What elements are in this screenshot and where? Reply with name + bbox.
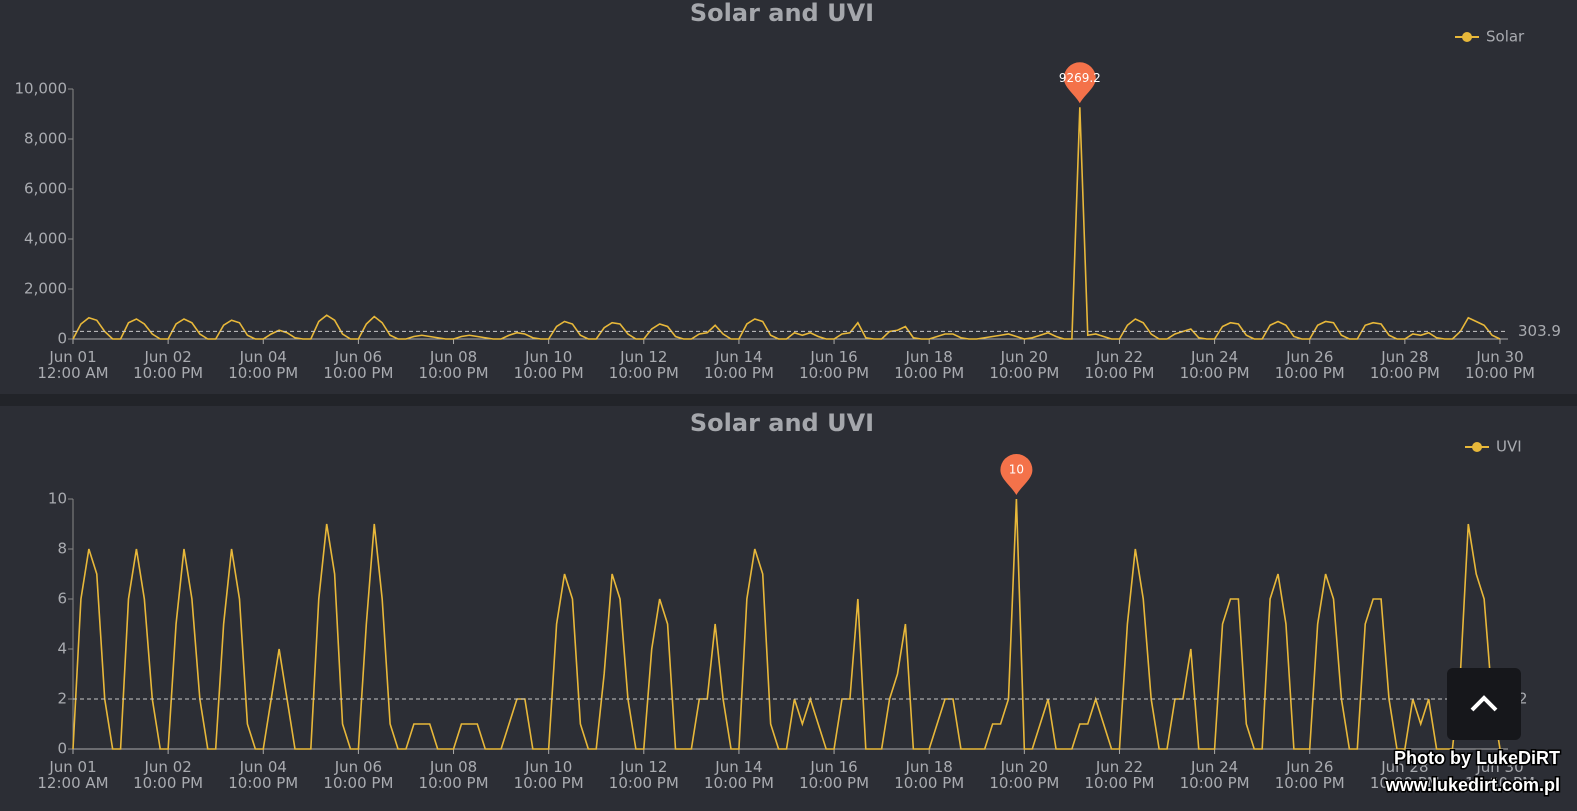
x-tick-label: Jun 18 10:00 PM xyxy=(894,758,964,792)
mean-label: 2 xyxy=(1518,690,1528,708)
x-tick-label: Jun 01 12:00 AM xyxy=(37,348,108,382)
data-line xyxy=(72,107,1501,340)
x-tick-label: Jun 26 10:00 PM xyxy=(1275,348,1345,382)
x-tick-label: Jun 24 10:00 PM xyxy=(1180,758,1250,792)
max-pin-label: 10 xyxy=(1009,463,1024,477)
chart-title: Solar and UVI xyxy=(690,409,874,437)
x-tick-label: Jun 10 10:00 PM xyxy=(514,348,584,382)
x-tick-label: Jun 10 10:00 PM xyxy=(514,758,584,792)
y-tick-label: 2 xyxy=(57,690,67,708)
x-tick-label: Jun 28 10:00 PM xyxy=(1370,758,1440,792)
button-bg[interactable] xyxy=(1447,668,1521,740)
x-tick-label: Jun 22 10:00 PM xyxy=(1084,348,1154,382)
x-tick-label: Jun 30 10:00 PM xyxy=(1465,348,1535,382)
x-tick-label: Jun 02 10:00 PM xyxy=(133,758,203,792)
x-tick-label: Jun 24 10:00 PM xyxy=(1180,348,1250,382)
x-tick-label: Jun 18 10:00 PM xyxy=(894,348,964,382)
chart-title: Solar and UVI xyxy=(690,0,874,27)
y-tick-label: 4,000 xyxy=(24,230,67,248)
y-tick-label: 2,000 xyxy=(24,280,67,298)
charts: Solar and UVI 0 2,000 4,000 6,000 8,000 10,000… xyxy=(15,0,1561,792)
y-tick-label: 4 xyxy=(57,640,67,658)
legend-label: Solar xyxy=(1486,28,1525,46)
x-tick-label: Jun 04 10:00 PM xyxy=(228,348,298,382)
x-tick-label: Jun 06 10:00 PM xyxy=(323,348,393,382)
x-tick-label: Jun 12 10:00 PM xyxy=(609,758,679,792)
y-tick-label: 8 xyxy=(57,540,67,558)
separator xyxy=(0,394,1577,406)
x-tick-label: Jun 08 10:00 PM xyxy=(419,348,489,382)
x-tick-label: Jun 14 10:00 PM xyxy=(704,348,774,382)
x-tick-label: Jun 08 10:00 PM xyxy=(419,758,489,792)
x-tick-label: Jun 30 10:00 PM xyxy=(1465,758,1535,792)
max-pin-label: 9269.2 xyxy=(1059,71,1101,85)
scroll-top-button[interactable] xyxy=(1447,668,1521,740)
x-tick-label: Jun 16 10:00 PM xyxy=(799,758,869,792)
y-tick-label: 0 xyxy=(57,330,67,348)
x-tick-label: Jun 28 10:00 PM xyxy=(1370,348,1440,382)
x-tick-label: Jun 20 10:00 PM xyxy=(989,348,1059,382)
max-pin xyxy=(1063,62,1096,104)
legend-marker xyxy=(1462,32,1472,42)
chevron-icon[interactable] xyxy=(1470,695,1498,712)
data-line xyxy=(72,498,1501,750)
x-tick-label: Jun 02 10:00 PM xyxy=(133,348,203,382)
watermark: www.lukedirt.com.pl xyxy=(1385,775,1560,795)
x-tick-label: Jun 12 10:00 PM xyxy=(609,348,679,382)
y-tick-label: 8,000 xyxy=(24,130,67,148)
x-tick-label: Jun 22 10:00 PM xyxy=(1084,758,1154,792)
x-tick-label: Jun 01 12:00 AM xyxy=(37,758,108,792)
y-tick-label: 6,000 xyxy=(24,180,67,198)
y-tick-label: 6 xyxy=(57,590,67,608)
mean-label: 303.9 xyxy=(1518,322,1561,340)
watermark: Photo by LukeDiRT xyxy=(1394,748,1560,768)
x-tick-label: Jun 04 10:00 PM xyxy=(228,758,298,792)
x-tick-label: Jun 06 10:00 PM xyxy=(323,758,393,792)
x-tick-label: Jun 14 10:00 PM xyxy=(704,758,774,792)
legend-marker xyxy=(1472,442,1482,452)
y-tick-label: 10,000 xyxy=(15,80,68,98)
x-tick-label: Jun 26 10:00 PM xyxy=(1275,758,1345,792)
x-tick-label: Jun 16 10:00 PM xyxy=(799,348,869,382)
y-tick-label: 0 xyxy=(57,740,67,758)
x-tick-label: Jun 20 10:00 PM xyxy=(989,758,1059,792)
max-pin xyxy=(1000,453,1033,495)
y-tick-label: 10 xyxy=(48,490,67,508)
legend-label: UVI xyxy=(1496,438,1522,456)
